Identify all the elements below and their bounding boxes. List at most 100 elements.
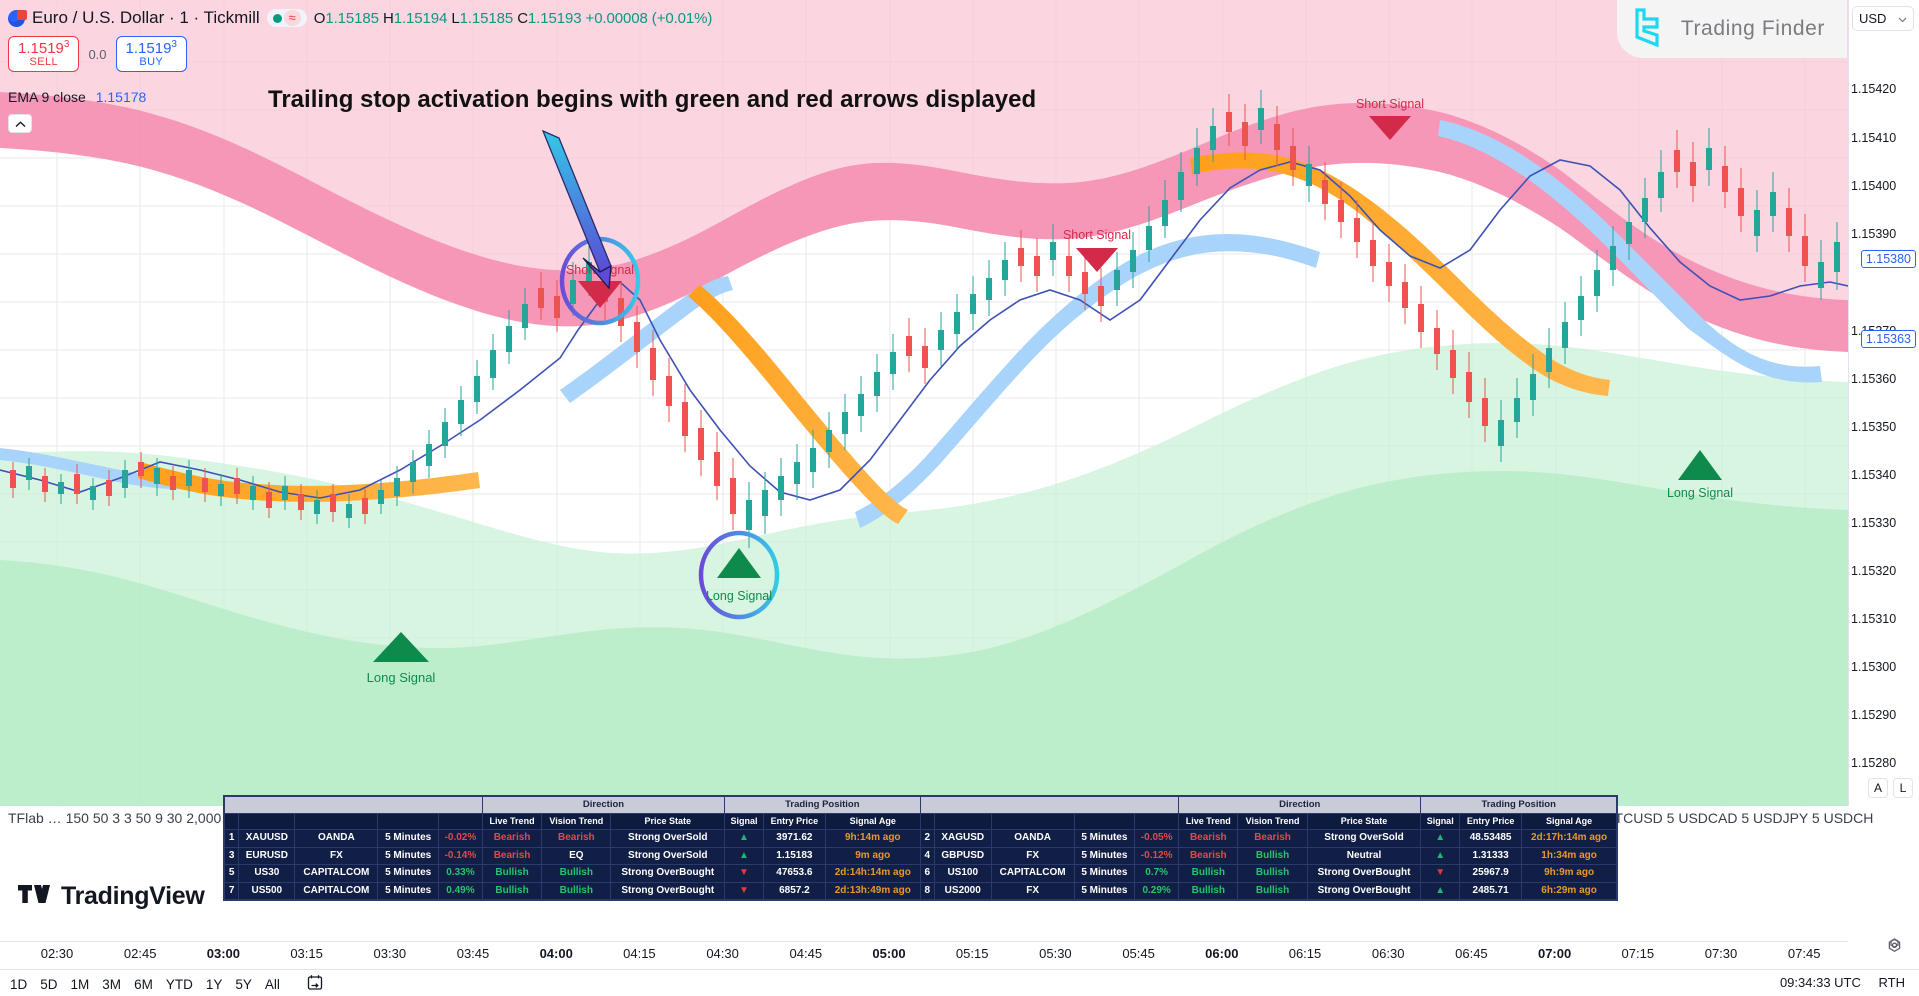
- support-band-lower: [0, 343, 1848, 806]
- sell-button[interactable]: 1.15193 SELL: [8, 36, 80, 73]
- short-signal-marker-2[interactable]: Short Signal: [1063, 228, 1131, 272]
- scanner-cell-vision-trend: Bullish: [541, 864, 612, 883]
- short-signal-marker-3[interactable]: Short Signal: [1356, 97, 1424, 140]
- indicator-value: 1.15178: [95, 89, 147, 105]
- scanner-cell-entry-price: 47653.6: [762, 864, 826, 883]
- open-label: O: [313, 9, 326, 27]
- range-button-1m[interactable]: 1M: [70, 976, 90, 992]
- eurusd-flag-icon: [8, 9, 27, 27]
- table-row[interactable]: 5 US30 CAPITALCOM 5 Minutes 0.33% Bullis…: [223, 864, 1617, 883]
- long-signal-marker-1[interactable]: Long Signal: [367, 632, 436, 685]
- session-clock[interactable]: 09:34:33 UTC RTH: [1780, 975, 1905, 990]
- page-title[interactable]: Euro / U.S. Dollar · 1 · Tickmill: [32, 8, 260, 27]
- scanner-cell-symbol[interactable]: XAUUSD: [238, 829, 296, 848]
- long-signal-label-3: Long Signal: [1667, 486, 1733, 500]
- table-row[interactable]: 1 XAUUSD OANDA 5 Minutes -0.02% Bearish …: [223, 829, 1617, 848]
- scanner-cell-source: CAPITALCOM: [294, 881, 379, 901]
- buy-button[interactable]: 1.15193 BUY: [115, 36, 187, 73]
- col-livetrend-left: Live Trend: [481, 812, 543, 831]
- buy-sell-widget[interactable]: 1.15193 SELL 0.0 1.15193 BUY: [8, 36, 187, 73]
- time-tick: 04:00: [539, 946, 573, 961]
- long-signal-marker-circled[interactable]: Long Signal: [698, 530, 780, 620]
- gear-icon: [1886, 938, 1903, 959]
- indicator-name: EMA 9 close: [8, 89, 86, 105]
- log-scale-button[interactable]: L: [1893, 778, 1913, 798]
- scanner-cell-signal-age: 6h:29m ago: [1521, 881, 1617, 901]
- scanner-cell-vision-trend: Bullish: [1237, 846, 1308, 866]
- scanner-cell-vision-trend: Bullish: [1237, 881, 1308, 901]
- range-button-ytd[interactable]: YTD: [165, 976, 193, 992]
- scanner-column-header-row: Live Trend Vision Trend Price State Sign…: [223, 812, 1617, 831]
- col-source-right: [990, 812, 1075, 831]
- currency-selector[interactable]: USD: [1852, 6, 1914, 31]
- open-value: 1.15185: [325, 9, 379, 27]
- scanner-cell-symbol[interactable]: XAGUSD: [933, 829, 992, 848]
- col-visiontrend-right: Vision Trend: [1237, 812, 1308, 831]
- time-tick: 07:00: [1537, 946, 1572, 961]
- price-tick: 1.15340: [1851, 468, 1897, 482]
- scanner-cell-symbol[interactable]: US2000: [933, 881, 992, 901]
- col-index-left: [223, 812, 240, 831]
- scanner-cell-entry-price: 3971.62: [762, 829, 826, 848]
- col-tf-right: [1073, 812, 1136, 831]
- close-value: 1.15193: [527, 9, 582, 27]
- chart-legend-symbol-row[interactable]: Euro / U.S. Dollar · 1 · Tickmill ≈ O1.1…: [8, 8, 712, 28]
- scanner-cell-timeframe: 5 Minutes: [377, 829, 439, 848]
- scanner-cell-source: CAPITALCOM: [990, 864, 1075, 883]
- scanner-cell-price-state: Strong OverSold: [1306, 829, 1422, 848]
- axis-scale-buttons[interactable]: A L: [1868, 778, 1913, 798]
- auto-scale-button[interactable]: A: [1868, 778, 1888, 798]
- scanner-cell-signal: ▼: [1420, 864, 1461, 883]
- scanner-cell-vision-trend: Bullish: [1237, 864, 1308, 883]
- time-axis[interactable]: 02:30 02:45 03:00 03:15 03:30 03:45 04:00 04:15…: [0, 941, 1848, 969]
- scanner-cell-symbol[interactable]: EURUSD: [238, 846, 296, 866]
- scanner-cell-source: FX: [990, 846, 1075, 866]
- range-button-5y[interactable]: 5Y: [235, 976, 252, 992]
- range-button-all[interactable]: All: [264, 976, 280, 992]
- scanner-body: 1 XAUUSD OANDA 5 Minutes -0.02% Bearish …: [223, 829, 1617, 901]
- col-visiontrend-left: Vision Trend: [541, 812, 612, 831]
- scanner-cell-symbol[interactable]: US30: [238, 864, 296, 883]
- scanner-cell-symbol[interactable]: GBPUSD: [933, 846, 992, 866]
- scanner-cell-symbol[interactable]: US100: [933, 864, 992, 883]
- table-row[interactable]: 3 EURUSD FX 5 Minutes -0.14% Bearish EQ …: [223, 846, 1617, 866]
- scanner-cell-entry-price: 6857.2: [762, 881, 826, 901]
- price-tick: 1.15410: [1851, 131, 1897, 145]
- price-chart-canvas[interactable]: Long Signal Short Signal Long Signal Sho…: [0, 0, 1848, 806]
- table-row[interactable]: 7 US500 CAPITALCOM 5 Minutes 0.49% Bulli…: [223, 881, 1617, 901]
- range-button-5d[interactable]: 5D: [40, 976, 58, 992]
- scanner-cell-timeframe: 5 Minutes: [1073, 846, 1136, 866]
- scanner-cell-signal-age: 2d:13h:49m ago: [824, 881, 921, 901]
- col-pricestate-right: Price State: [1306, 812, 1422, 831]
- price-tick: 1.15290: [1851, 708, 1897, 722]
- close-label: C: [517, 9, 528, 27]
- tradingview-logo[interactable]: TradingView: [18, 882, 205, 911]
- spread-value: 0.0: [88, 46, 107, 62]
- range-button-1y[interactable]: 1Y: [205, 976, 223, 992]
- long-signal-marker-3[interactable]: Long Signal: [1667, 450, 1733, 500]
- range-button-group[interactable]: 1D 5D 1M 3M 6M YTD 1Y 5Y All: [10, 974, 323, 994]
- scanner-cell-symbol[interactable]: US500: [238, 881, 296, 901]
- long-signal-label-2: Long Signal: [706, 589, 772, 603]
- indicator-legend-ema[interactable]: EMA 9 close 1.15178: [8, 89, 146, 105]
- short-signal-label-3: Short Signal: [1356, 97, 1424, 111]
- scanner-cell-vision-trend: EQ: [541, 846, 612, 866]
- range-button-3m[interactable]: 3M: [102, 976, 122, 992]
- col-entry-right: Entry Price: [1459, 812, 1523, 831]
- sd-scanner-table[interactable]: Direction Trading Position Direction Tra…: [223, 795, 1618, 902]
- chart-settings-button[interactable]: [1886, 938, 1903, 960]
- price-tick: 1.15300: [1851, 660, 1897, 674]
- range-button-1d[interactable]: 1D: [10, 976, 28, 992]
- time-tick: 07:15: [1621, 946, 1655, 961]
- price-axis[interactable]: USD 1.15420 1.15410 1.15400 1.15390 1.15…: [1848, 0, 1919, 806]
- calendar-goto-icon[interactable]: [307, 974, 323, 994]
- annotation-text: Trailing stop activation begins with gre…: [268, 86, 1037, 113]
- time-tick: 02:45: [123, 946, 157, 961]
- range-button-6m[interactable]: 6M: [134, 976, 153, 992]
- collapse-legend-button[interactable]: [8, 114, 32, 133]
- scanner-cell-entry-price: 1.15183: [762, 846, 826, 866]
- scanner-cell-entry-price: 48.53485: [1459, 829, 1523, 848]
- long-signal-label: Long Signal: [367, 670, 436, 685]
- market-status-pill[interactable]: ≈: [266, 9, 307, 27]
- scanner-cell-entry-price: 25967.9: [1459, 864, 1523, 883]
